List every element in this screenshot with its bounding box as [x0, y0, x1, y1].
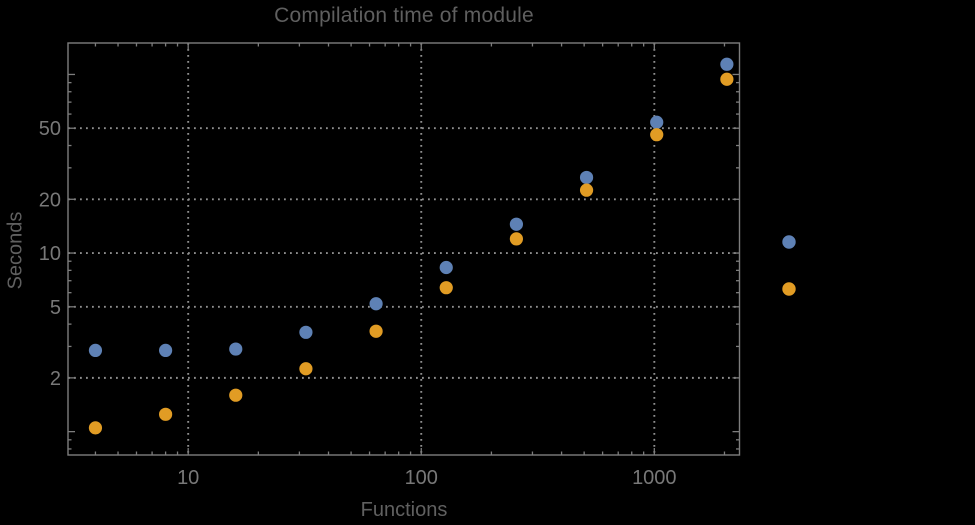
y-tick-label: 5: [50, 297, 61, 319]
legend-marker: [782, 235, 796, 249]
data-point-series-2-orange: [509, 232, 524, 246]
data-point-series-1-blue: [88, 343, 103, 358]
data-point-series-1-blue: [650, 115, 664, 129]
data-point-series-1-blue: [229, 342, 243, 356]
chart-title: Compilation time of module: [274, 4, 534, 27]
y-tick-label: 10: [39, 243, 61, 265]
y-tick-label: 50: [39, 118, 61, 140]
data-point-series-2-orange: [720, 72, 734, 86]
legend-marker: [782, 282, 796, 296]
data-point-series-1-blue: [299, 325, 313, 339]
x-tick-label: 10: [177, 467, 199, 489]
y-tick-label: 20: [39, 189, 61, 211]
data-point-series-2-orange: [650, 128, 664, 142]
data-point-series-2-orange: [88, 421, 103, 435]
x-tick-label: 1000: [632, 467, 677, 489]
x-axis-label: Functions: [360, 499, 448, 521]
data-point-series-1-blue: [159, 343, 173, 358]
y-tick-label: 2: [50, 368, 61, 390]
data-point-series-1-blue: [439, 260, 453, 275]
y-axis-label: Seconds: [4, 211, 27, 290]
data-point-series-2-orange: [369, 324, 383, 338]
data-point-series-2-orange: [229, 388, 243, 402]
data-point-series-1-blue: [369, 297, 383, 311]
data-point-series-2-orange: [159, 407, 173, 421]
data-point-series-2-orange: [439, 281, 453, 295]
plot-frame: [67, 42, 741, 456]
data-point-series-1-blue: [720, 57, 734, 71]
x-tick-label: 100: [405, 467, 438, 489]
data-point-series-2-orange: [299, 362, 313, 376]
data-point-series-1-blue: [509, 217, 524, 231]
data-point-series-2-orange: [579, 183, 594, 197]
data-point-series-1-blue: [579, 170, 594, 185]
